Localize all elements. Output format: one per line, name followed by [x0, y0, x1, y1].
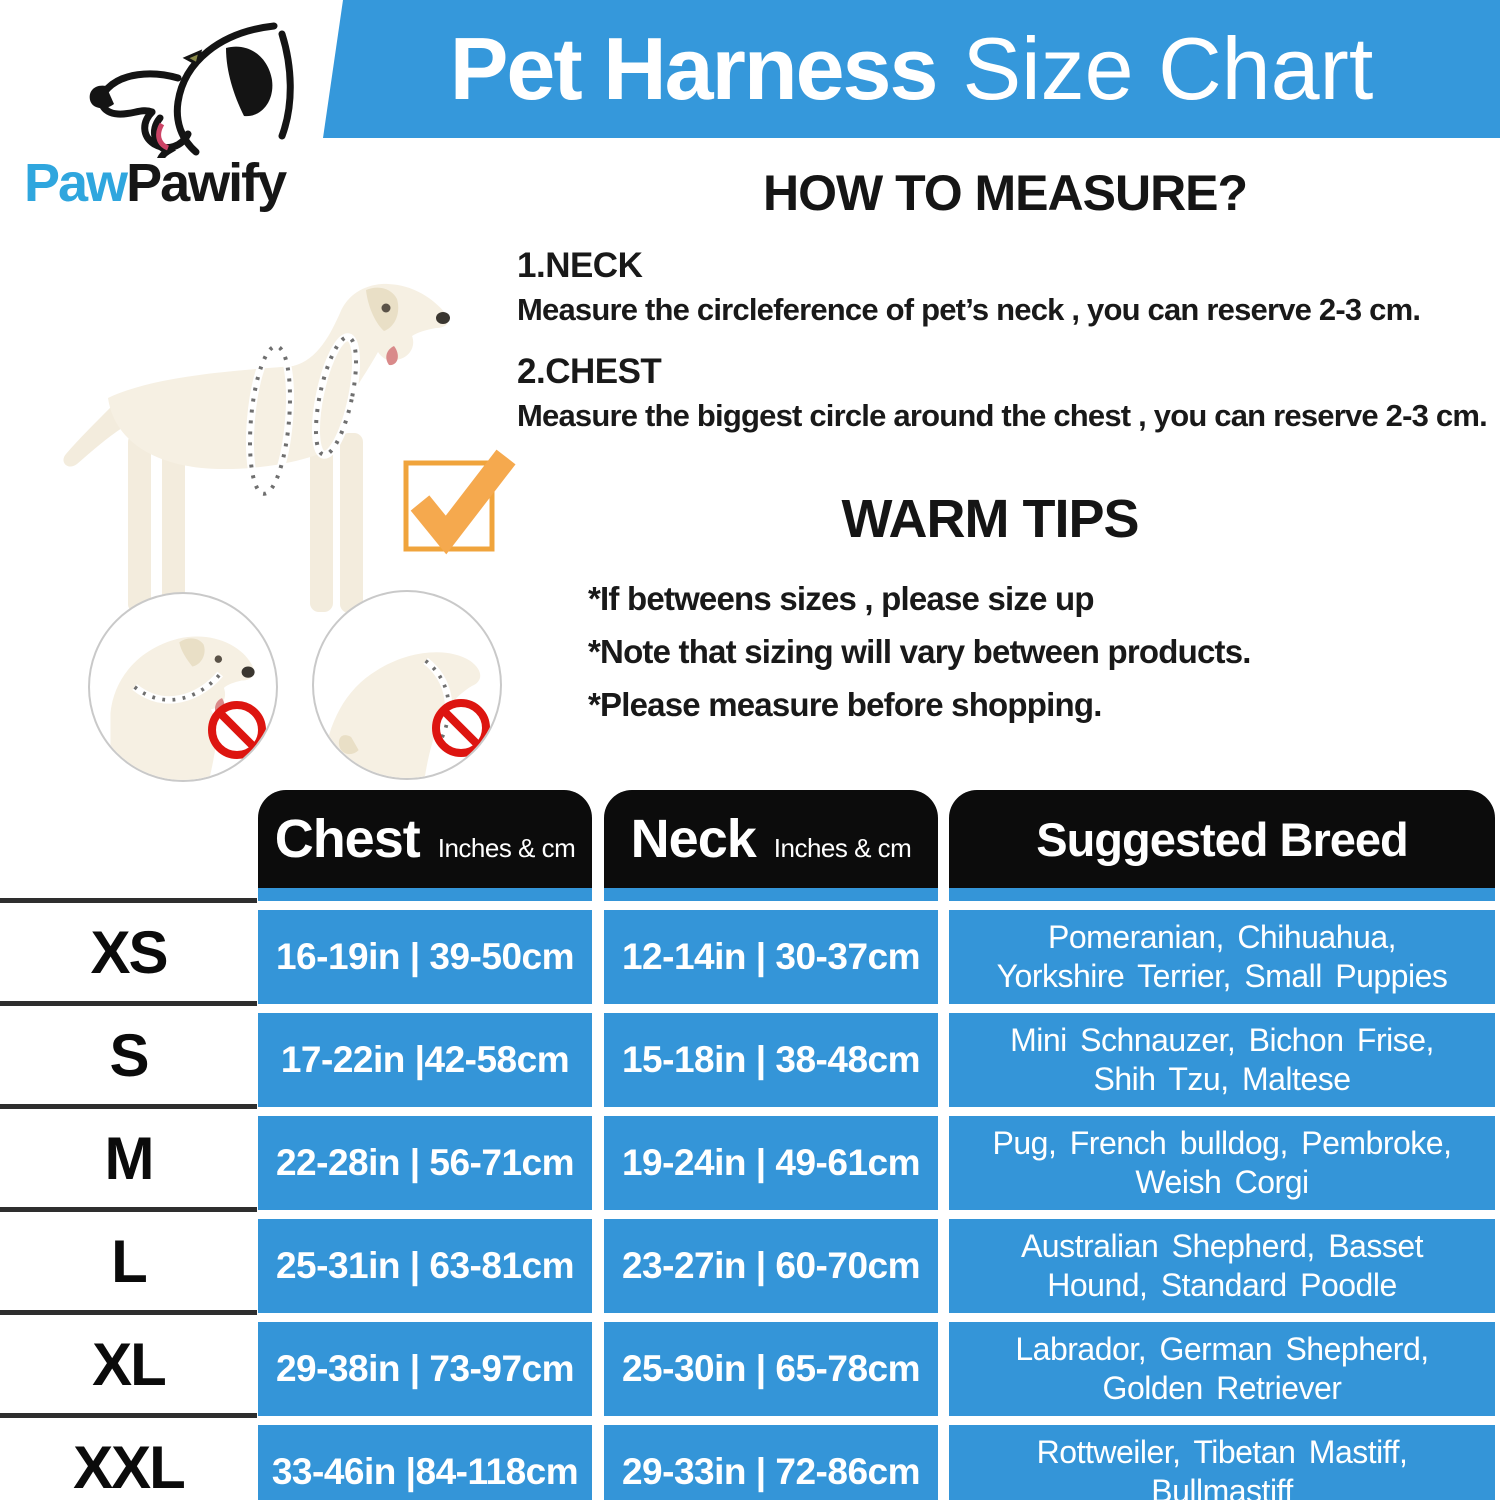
brand-name-pawify: Pawify	[126, 153, 287, 213]
no-sign-icon	[206, 699, 268, 766]
column-accent-strip	[604, 888, 938, 901]
dog-eye	[182, 49, 203, 67]
warm-tips-list: *If betweens sizes , please size up *Not…	[588, 580, 1251, 739]
measuring-tape-icon	[246, 333, 361, 498]
breed-cell-m: Pug, French bulldog, Pembroke, Weish Cor…	[949, 1116, 1495, 1210]
chest-cell-l: 25-31in | 63-81cm	[258, 1219, 592, 1313]
dog-nose	[436, 312, 450, 324]
step-chest-text: Measure the biggest circle around the ch…	[517, 398, 1488, 433]
breed-line: Hound, Standard Poodle	[1047, 1267, 1397, 1303]
dog-eye	[214, 655, 223, 663]
breed-cell-xxl: Rottweiler, Tibetan Mastiff, Bullmastiff	[949, 1425, 1495, 1500]
breed-line: Bullmastiff	[1151, 1473, 1293, 1500]
chest-cell-xs: 16-19in | 39-50cm	[258, 910, 592, 1004]
chest-header-units: Inches & cm	[437, 832, 576, 863]
warm-tip: *Note that sizing will vary between prod…	[588, 633, 1251, 670]
dog-head-line-art-icon	[89, 22, 294, 158]
chest-header-title: Chest	[274, 809, 421, 869]
dog-head-collar-low-icon	[110, 636, 255, 780]
dog-tail	[63, 406, 122, 467]
neck-cell-xs: 12-14in | 30-37cm	[604, 910, 938, 1004]
brand-name: PawPawify	[24, 152, 287, 214]
breed-line: Mini Schnauzer, Bichon Frise,	[1010, 1021, 1434, 1058]
check-icon	[403, 449, 516, 555]
neck-cell-l: 23-27in | 60-70cm	[604, 1219, 938, 1313]
size-label-s: S	[0, 1001, 257, 1104]
dog-tongue	[386, 346, 398, 366]
breed-line: Labrador, German Shepherd,	[1015, 1330, 1429, 1367]
neck-header-title: Neck	[630, 809, 757, 869]
dog-eye	[381, 303, 391, 313]
page-title-bold: Pet Harness	[449, 19, 939, 118]
dog-shoulder	[338, 735, 359, 755]
breed-line: Rottweiler, Tibetan Mastiff,	[1036, 1433, 1408, 1470]
dog-nose	[89, 85, 114, 109]
neck-column: Neck Inches & cm 12-14in | 30-37cm 15-18…	[604, 790, 938, 1500]
wrong-measure-figure-2	[312, 590, 502, 780]
step-chest-label: 2.CHEST	[517, 352, 662, 391]
dog-measure-illustration	[48, 238, 468, 633]
size-label-xl: XL	[0, 1310, 257, 1413]
chest-column-header: Chest Inches & cm	[258, 790, 592, 888]
dog-body	[108, 283, 449, 470]
breed-line: Yorkshire Terrier, Small Puppies	[996, 958, 1448, 994]
breed-line: Pomeranian, Chihuahua,	[1047, 918, 1397, 955]
column-accent-strip	[258, 888, 592, 901]
page-title-light: Size Chart	[962, 19, 1374, 118]
breed-cell-s: Mini Schnauzer, Bichon Frise, Shih Tzu, …	[949, 1013, 1495, 1107]
dog-side-view-icon	[63, 283, 450, 613]
brand-name-paw: Paw	[24, 153, 128, 213]
measuring-tape-icon	[133, 672, 222, 702]
breed-line: Golden Retriever	[1102, 1370, 1342, 1406]
size-label-xs: XS	[0, 898, 257, 1001]
size-label-l: L	[0, 1207, 257, 1310]
dog-ear	[226, 46, 273, 117]
neck-header-units: Inches & cm	[773, 832, 912, 863]
neck-cell-m: 19-24in | 49-61cm	[604, 1116, 938, 1210]
breed-line: Weish Corgi	[1135, 1164, 1309, 1200]
correct-measure-badge	[398, 441, 516, 564]
warm-tip: *Please measure before shopping.	[588, 686, 1102, 723]
neck-cell-xl: 25-30in | 65-78cm	[604, 1322, 938, 1416]
size-label-m: M	[0, 1104, 257, 1207]
measuring-tape-icon	[424, 659, 451, 742]
dog-nose	[241, 666, 255, 678]
breed-line: Shih Tzu, Maltese	[1093, 1061, 1351, 1097]
no-sign-icon	[430, 697, 492, 764]
neck-cell-xxl: 29-33in | 72-86cm	[604, 1425, 938, 1500]
warm-tips-heading: WARM TIPS	[841, 489, 1140, 549]
neck-cell-s: 15-18in | 38-48cm	[604, 1013, 938, 1107]
title-banner: Pet Harness Size Chart	[323, 0, 1500, 138]
breed-cell-xl: Labrador, German Shepherd, Golden Retrie…	[949, 1322, 1495, 1416]
breed-line: Pug, French bulldog, Pembroke,	[992, 1124, 1452, 1161]
breed-header-title: Suggested Breed	[1036, 812, 1409, 866]
dog-tongue	[156, 122, 170, 151]
chest-cell-xl: 29-38in | 73-97cm	[258, 1322, 592, 1416]
warm-tip: *If betweens sizes , please size up	[588, 580, 1095, 617]
chest-cell-s: 17-22in |42-58cm	[258, 1013, 592, 1107]
step-neck-text: Measure the circleference of pet’s neck …	[517, 292, 1421, 327]
size-label-xxl: XXL	[0, 1413, 257, 1500]
wrong-measure-figure-1	[88, 592, 278, 782]
how-to-measure-heading: HOW TO MEASURE?	[763, 165, 1248, 221]
brand-logo: PawPawify	[22, 14, 322, 224]
dog-ear	[179, 638, 205, 667]
column-accent-strip	[949, 888, 1495, 901]
chest-cell-m: 22-28in | 56-71cm	[258, 1116, 592, 1210]
breed-column: Suggested Breed Pomeranian, Chihuahua, Y…	[949, 790, 1495, 1500]
chest-cell-xxl: 33-46in |84-118cm	[258, 1425, 592, 1500]
breed-column-header: Suggested Breed	[949, 790, 1495, 888]
breed-cell-l: Australian Shepherd, Basset Hound, Stand…	[949, 1219, 1495, 1313]
step-neck-label: 1.NECK	[517, 246, 643, 285]
breed-cell-xs: Pomeranian, Chihuahua, Yorkshire Terrier…	[949, 910, 1495, 1004]
breed-line: Australian Shepherd, Basset	[1020, 1227, 1424, 1264]
chest-column: Chest Inches & cm 16-19in | 39-50cm 17-2…	[258, 790, 592, 1500]
neck-column-header: Neck Inches & cm	[604, 790, 938, 888]
dog-legs	[128, 433, 363, 613]
dog-head-collar-high-icon	[321, 652, 481, 778]
